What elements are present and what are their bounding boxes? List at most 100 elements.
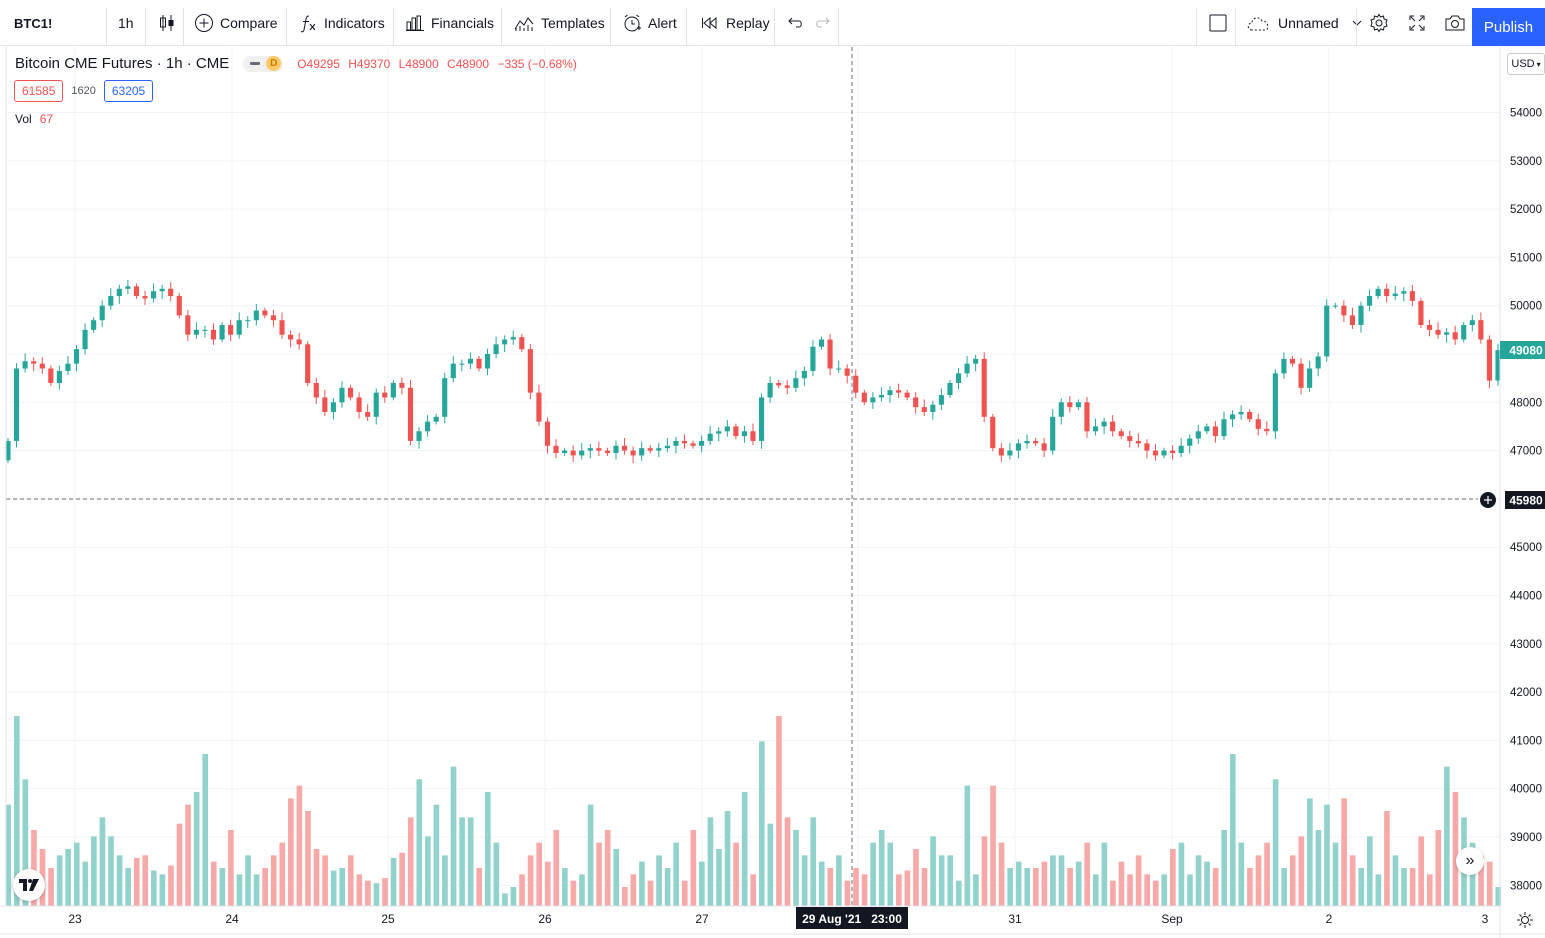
price-tick-label: 50000 bbox=[1510, 301, 1542, 313]
volume-bar bbox=[1478, 855, 1484, 906]
candle-body bbox=[562, 450, 568, 454]
volume-bar bbox=[82, 861, 89, 906]
series-title[interactable]: Bitcoin CME Futures · 1h · CME bbox=[15, 55, 230, 72]
volume-bar bbox=[347, 855, 354, 906]
market-status-badge[interactable]: D bbox=[243, 55, 284, 72]
last-price-text: 49080 bbox=[1509, 344, 1543, 358]
chart-grid bbox=[6, 47, 1500, 906]
toolbar-divider bbox=[145, 8, 146, 46]
volume-bar bbox=[253, 874, 260, 906]
volume-label[interactable]: Vol bbox=[15, 112, 32, 126]
volume-legend: Vol 67 bbox=[15, 112, 53, 126]
volume-bar bbox=[1187, 874, 1193, 906]
symbol-search-button[interactable]: BTC1! bbox=[6, 8, 60, 38]
ask-price[interactable]: 63205 bbox=[103, 80, 154, 102]
redo-button[interactable] bbox=[806, 8, 846, 38]
chart-canvas[interactable]: 5400053000520005100050000490004800047000… bbox=[0, 47, 1545, 938]
candle-body bbox=[1375, 288, 1381, 297]
volume-bar bbox=[587, 804, 594, 906]
volume-bar bbox=[570, 880, 577, 906]
crosshair-price-text: 45980 bbox=[1509, 494, 1543, 508]
volume-bar bbox=[1435, 830, 1442, 906]
replay-icon bbox=[702, 16, 717, 30]
volume-bar bbox=[1247, 868, 1253, 906]
volume-bar bbox=[639, 861, 645, 906]
price-tick-label: 38000 bbox=[1510, 880, 1542, 892]
candle-body bbox=[784, 385, 790, 388]
chart-type-button[interactable] bbox=[150, 8, 190, 38]
crosshair bbox=[6, 47, 1478, 906]
candle-body bbox=[519, 337, 525, 350]
candle-body bbox=[878, 395, 885, 398]
volume-bar bbox=[1289, 855, 1296, 906]
timezone-settings-icon-center bbox=[1521, 916, 1529, 924]
volume-bar bbox=[947, 855, 954, 906]
templates-button[interactable]: Templates bbox=[505, 8, 613, 38]
volume-bar bbox=[1272, 779, 1279, 906]
candle-body bbox=[484, 354, 491, 369]
alert-button[interactable]: Alert bbox=[614, 8, 685, 38]
candle-body bbox=[476, 358, 482, 369]
candle-body bbox=[133, 286, 140, 297]
toolbar-divider bbox=[838, 8, 839, 46]
candle-body bbox=[818, 339, 825, 347]
toolbar-divider bbox=[610, 8, 611, 46]
timezone-settings-icon[interactable] bbox=[1517, 912, 1533, 928]
financials-button[interactable]: Financials bbox=[397, 8, 502, 38]
currency-selector[interactable]: USD ▾ bbox=[1507, 53, 1545, 75]
settings-button[interactable] bbox=[1361, 8, 1403, 38]
candle-body bbox=[776, 382, 782, 386]
volume-bar bbox=[5, 804, 12, 906]
layout-name-button[interactable]: Unnamed bbox=[1238, 8, 1373, 38]
volume-bar bbox=[245, 855, 251, 906]
tradingview-logo-icon[interactable] bbox=[13, 869, 45, 901]
candle-body bbox=[185, 315, 191, 335]
candle-body bbox=[570, 450, 576, 456]
indicators-label: Indicators bbox=[324, 15, 385, 31]
volume-bar bbox=[664, 868, 671, 906]
candle-body bbox=[382, 392, 388, 398]
volume-bar bbox=[13, 716, 20, 906]
compare-button[interactable]: Compare bbox=[186, 8, 286, 38]
undo-button[interactable] bbox=[778, 8, 818, 38]
candle-body bbox=[1324, 305, 1330, 357]
publish-button[interactable]: Publish bbox=[1472, 8, 1545, 46]
volume-bar bbox=[913, 849, 919, 906]
candle-body bbox=[1247, 411, 1253, 420]
candle-body bbox=[193, 329, 199, 335]
candle-body bbox=[13, 368, 20, 441]
fullscreen-button[interactable] bbox=[1399, 8, 1441, 38]
toolbar-divider bbox=[1356, 8, 1357, 46]
volume-bar bbox=[151, 870, 157, 906]
replay-button[interactable]: Replay bbox=[692, 8, 778, 38]
status-badge: D bbox=[266, 56, 282, 71]
indicators-button[interactable]: Indicators bbox=[290, 8, 393, 38]
candle-body bbox=[647, 448, 653, 451]
volume-bar bbox=[707, 817, 714, 906]
candle-body bbox=[296, 339, 302, 345]
volume-bar bbox=[579, 874, 585, 906]
volume-bar bbox=[202, 754, 209, 906]
volume-bar bbox=[1033, 868, 1039, 906]
volume-bar bbox=[861, 874, 868, 906]
volume-bar bbox=[1444, 766, 1450, 906]
camera-icon bbox=[1445, 15, 1465, 31]
candle-body bbox=[681, 440, 688, 444]
scroll-to-realtime-button[interactable]: » bbox=[1456, 847, 1484, 875]
volume-bar bbox=[1495, 887, 1502, 906]
interval-button[interactable]: 1h bbox=[110, 8, 142, 38]
volume-bar bbox=[450, 766, 457, 906]
candle-body bbox=[151, 291, 157, 299]
candle-body bbox=[793, 378, 799, 388]
select-layout-button[interactable] bbox=[1200, 8, 1242, 38]
volume-bar bbox=[116, 855, 123, 906]
snapshot-button[interactable] bbox=[1436, 8, 1480, 38]
volume-bar bbox=[1152, 880, 1159, 906]
volume-bar bbox=[656, 855, 662, 906]
financials-label: Financials bbox=[431, 15, 495, 31]
bid-ask-widget: 61585 1620 63205 bbox=[14, 80, 154, 102]
redo-icon bbox=[816, 17, 830, 28]
bid-price[interactable]: 61585 bbox=[14, 80, 64, 102]
candle-body bbox=[1204, 426, 1210, 432]
volume-bar bbox=[921, 868, 928, 906]
